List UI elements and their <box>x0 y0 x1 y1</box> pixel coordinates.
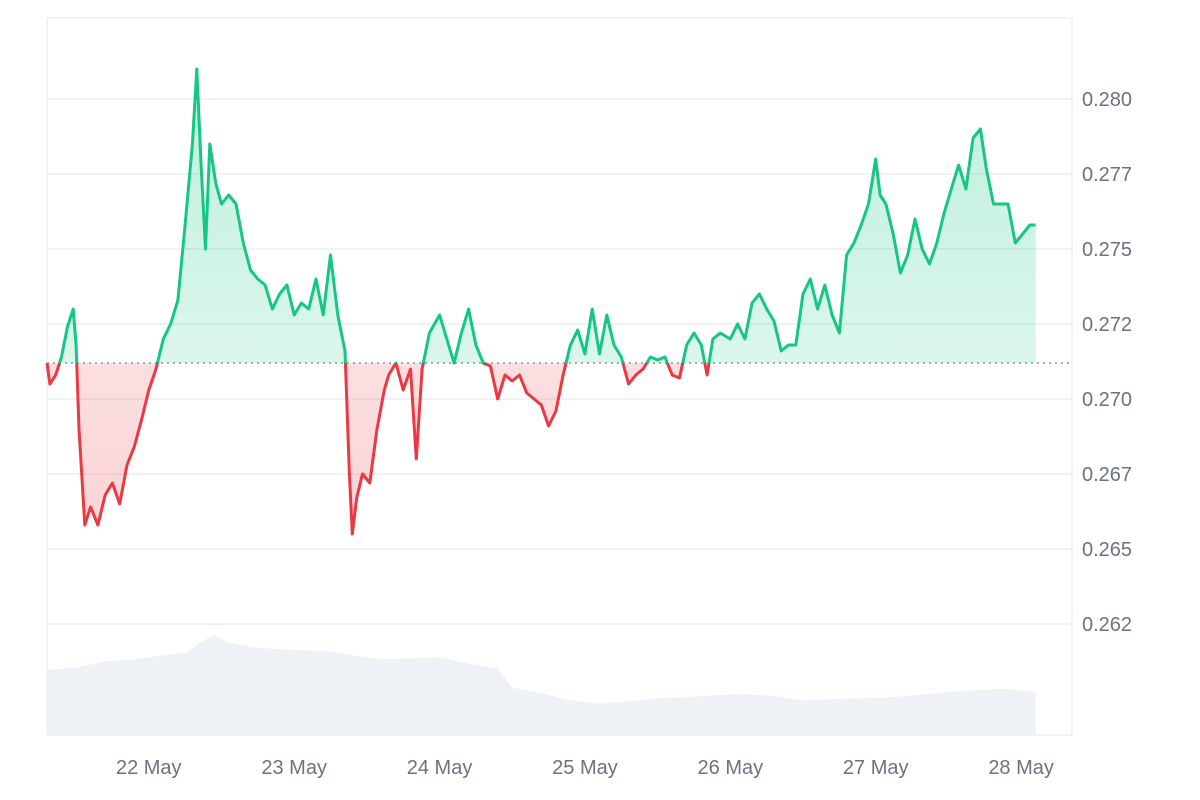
price-area <box>47 69 1036 534</box>
y-axis-labels: 0.280 0.277 0.275 0.272 0.270 0.267 0.265 0.262 <box>1082 89 1132 636</box>
x-tick-label: 28 May <box>988 757 1054 779</box>
y-tick-label: 0.275 <box>1082 239 1132 261</box>
y-tick-label: 0.272 <box>1082 314 1132 336</box>
x-tick-label: 23 May <box>261 757 327 779</box>
x-tick-label: 22 May <box>116 757 182 779</box>
volume-area <box>47 635 1036 735</box>
x-tick-label: 25 May <box>552 757 618 779</box>
y-tick-label: 0.280 <box>1082 89 1132 111</box>
x-tick-label: 27 May <box>843 757 909 779</box>
y-tick-label: 0.262 <box>1082 614 1132 636</box>
x-tick-label: 24 May <box>407 757 473 779</box>
x-axis-labels: 22 May 23 May 24 May 25 May 26 May 27 May 28 M… <box>116 757 1054 779</box>
y-tick-label: 0.277 <box>1082 164 1132 186</box>
y-tick-label: 0.270 <box>1082 389 1132 411</box>
price-line-down <box>45 363 711 536</box>
price-area-up <box>47 69 1036 363</box>
y-tick-label: 0.265 <box>1082 539 1132 561</box>
price-area-down <box>47 363 1036 534</box>
price-line <box>45 67 1036 536</box>
price-line-up <box>47 67 1036 363</box>
volume-bars <box>47 635 1036 735</box>
x-tick-label: 26 May <box>698 757 764 779</box>
y-tick-label: 0.267 <box>1082 464 1132 486</box>
